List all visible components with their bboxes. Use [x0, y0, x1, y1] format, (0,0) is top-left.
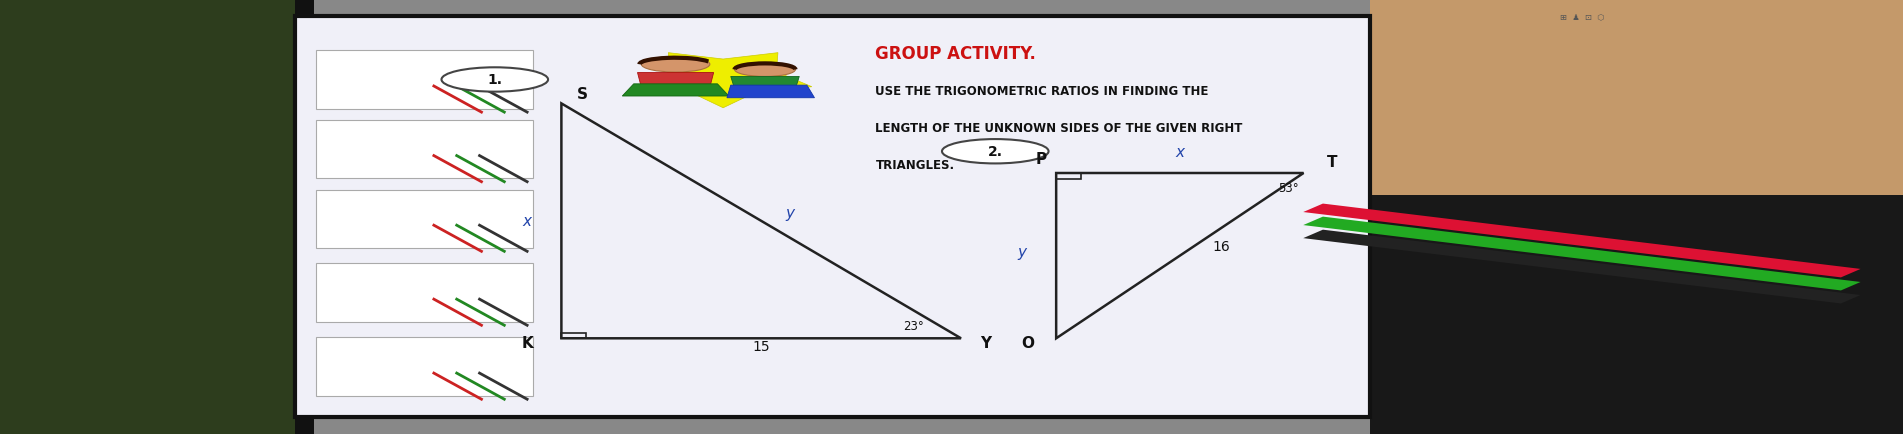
- Text: USE THE TRIGONOMETRIC RATIOS IN FINDING THE: USE THE TRIGONOMETRIC RATIOS IN FINDING …: [875, 85, 1208, 98]
- FancyBboxPatch shape: [295, 17, 1370, 417]
- Text: 53°: 53°: [1279, 182, 1298, 195]
- Text: Y: Y: [980, 335, 991, 350]
- Text: 1.: 1.: [487, 73, 502, 87]
- Text: K: K: [521, 335, 533, 350]
- Polygon shape: [622, 85, 729, 97]
- FancyBboxPatch shape: [316, 338, 533, 396]
- Text: T: T: [1326, 155, 1338, 169]
- Text: 2.: 2.: [988, 145, 1003, 159]
- Text: 15: 15: [752, 340, 771, 354]
- Text: 23°: 23°: [904, 319, 923, 332]
- Text: P: P: [1035, 152, 1047, 167]
- FancyBboxPatch shape: [0, 0, 295, 434]
- FancyBboxPatch shape: [316, 51, 533, 109]
- Circle shape: [641, 57, 710, 73]
- Text: S: S: [577, 87, 588, 102]
- FancyBboxPatch shape: [1370, 195, 1903, 434]
- Text: LENGTH OF THE UNKNOWN SIDES OF THE GIVEN RIGHT: LENGTH OF THE UNKNOWN SIDES OF THE GIVEN…: [875, 122, 1243, 135]
- Text: TRIANGLES.: TRIANGLES.: [875, 158, 955, 171]
- Text: y: y: [1018, 244, 1026, 259]
- Text: x: x: [523, 214, 531, 229]
- FancyBboxPatch shape: [295, 0, 314, 434]
- Polygon shape: [1304, 217, 1861, 291]
- Polygon shape: [1304, 230, 1861, 304]
- Circle shape: [441, 68, 548, 92]
- FancyBboxPatch shape: [1370, 0, 1903, 239]
- Polygon shape: [727, 86, 814, 99]
- Polygon shape: [634, 53, 813, 108]
- FancyBboxPatch shape: [316, 264, 533, 322]
- Text: GROUP ACTIVITY.: GROUP ACTIVITY.: [875, 45, 1037, 63]
- Polygon shape: [638, 73, 714, 88]
- FancyBboxPatch shape: [316, 121, 533, 179]
- FancyBboxPatch shape: [316, 190, 533, 248]
- Text: x: x: [1176, 144, 1184, 159]
- Circle shape: [942, 140, 1049, 164]
- Polygon shape: [1304, 204, 1861, 278]
- Polygon shape: [731, 77, 799, 89]
- Text: y: y: [786, 205, 794, 220]
- Text: O: O: [1022, 335, 1033, 350]
- Text: 16: 16: [1212, 240, 1231, 254]
- Circle shape: [735, 63, 795, 77]
- Text: ⊞  ♟  ⊡  ⬡: ⊞ ♟ ⊡ ⬡: [1560, 13, 1604, 22]
